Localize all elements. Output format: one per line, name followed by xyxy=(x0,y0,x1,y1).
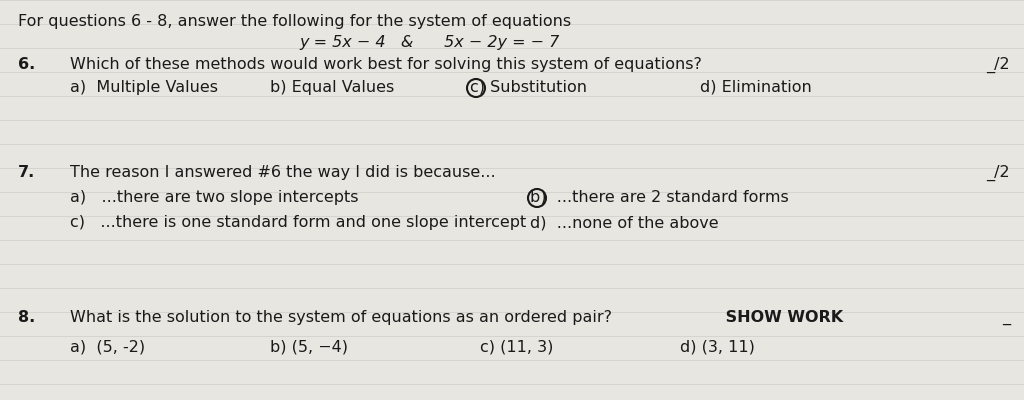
Text: b) Equal Values: b) Equal Values xyxy=(270,80,394,95)
Text: _/2: _/2 xyxy=(986,165,1010,181)
Text: d) (3, 11): d) (3, 11) xyxy=(680,340,755,355)
Text: 7.: 7. xyxy=(18,165,35,180)
Text: SHOW WORK: SHOW WORK xyxy=(720,310,843,325)
Text: _/2: _/2 xyxy=(986,57,1010,73)
Text: a)  (5, -2): a) (5, -2) xyxy=(70,340,145,355)
Text: c)   ...there is one standard form and one slope intercept: c) ...there is one standard form and one… xyxy=(70,215,526,230)
Text: 6.: 6. xyxy=(18,57,35,72)
Text: 8.: 8. xyxy=(18,310,35,325)
Text: _: _ xyxy=(1001,310,1010,325)
Text: b)  ...there are 2 standard forms: b) ...there are 2 standard forms xyxy=(530,190,788,205)
Text: d)  ...none of the above: d) ...none of the above xyxy=(530,215,719,230)
Text: What is the solution to the system of equations as an ordered pair?: What is the solution to the system of eq… xyxy=(70,310,612,325)
Text: b) (5, −4): b) (5, −4) xyxy=(270,340,348,355)
Text: a)   ...there are two slope intercepts: a) ...there are two slope intercepts xyxy=(70,190,358,205)
Text: c) Substitution: c) Substitution xyxy=(470,80,587,95)
Text: For questions 6 - 8, answer the following for the system of equations: For questions 6 - 8, answer the followin… xyxy=(18,14,571,29)
Text: d) Elimination: d) Elimination xyxy=(700,80,812,95)
Text: a)  Multiple Values: a) Multiple Values xyxy=(70,80,218,95)
Text: y = 5x − 4   &      5x − 2y = − 7: y = 5x − 4 & 5x − 2y = − 7 xyxy=(300,35,560,50)
Text: The reason I answered #6 the way I did is because...: The reason I answered #6 the way I did i… xyxy=(70,165,496,180)
Text: Which of these methods would work best for solving this system of equations?: Which of these methods would work best f… xyxy=(70,57,701,72)
Text: c) (11, 3): c) (11, 3) xyxy=(480,340,553,355)
